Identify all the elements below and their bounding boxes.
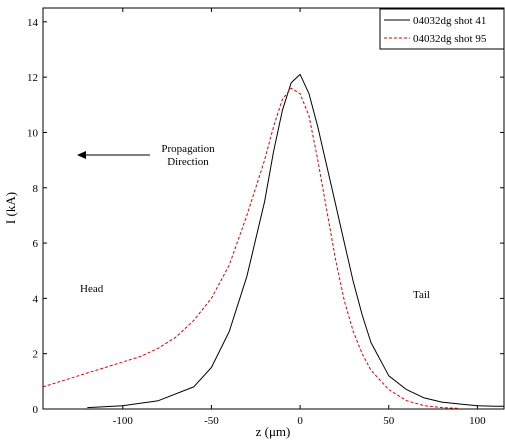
series-group bbox=[42, 73, 504, 409]
y-tick-label: 12 bbox=[27, 72, 38, 84]
arrowhead-icon bbox=[77, 151, 86, 159]
tick-group: -100 -50 0 50 100 0 2 4 6 8 10 12 14 bbox=[27, 8, 504, 427]
legend: 04032dg shot 41 04032dg shot 95 bbox=[379, 8, 505, 50]
x-tick-label: -100 bbox=[113, 415, 134, 427]
series-line-shot-95 bbox=[42, 87, 460, 409]
legend-label-shot-95: 04032dg shot 95 bbox=[413, 33, 487, 45]
annotation-direction: Direction bbox=[167, 156, 209, 168]
legend-label-shot-41: 04032dg shot 41 bbox=[413, 15, 486, 27]
legend-box bbox=[379, 8, 505, 50]
propagation-arrow bbox=[77, 151, 150, 159]
x-axis-label: z (μm) bbox=[256, 424, 291, 439]
x-tick-label: -50 bbox=[204, 415, 219, 427]
plot-frame bbox=[42, 7, 505, 410]
x-tick-label: 100 bbox=[469, 415, 486, 427]
y-tick-label: 14 bbox=[27, 17, 39, 29]
y-tick-label: 2 bbox=[33, 349, 39, 361]
series-line-shot-41 bbox=[87, 73, 504, 409]
y-tick-label: 10 bbox=[27, 127, 39, 139]
x-tick-label: 50 bbox=[383, 415, 395, 427]
y-axis-label: I (kA) bbox=[3, 192, 18, 224]
y-tick-label: 4 bbox=[33, 293, 39, 305]
annotation-propagation: Propagation bbox=[161, 143, 215, 155]
y-tick-label: 6 bbox=[33, 238, 39, 250]
x-tick-label: 0 bbox=[297, 415, 303, 427]
annotation-head: Head bbox=[80, 283, 104, 295]
y-tick-label: 8 bbox=[33, 183, 39, 195]
y-tick-label: 0 bbox=[33, 404, 39, 416]
annotation-tail: Tail bbox=[413, 289, 430, 301]
